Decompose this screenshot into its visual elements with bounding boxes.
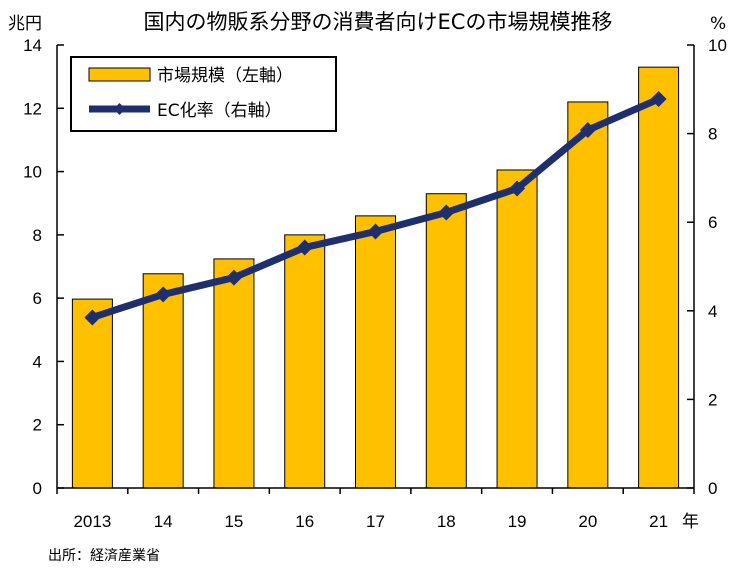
bar-market-size bbox=[142, 273, 184, 489]
left-tick-label: 8 bbox=[33, 226, 42, 245]
legend-bar-swatch bbox=[88, 67, 151, 82]
point-ec-rate bbox=[438, 204, 455, 221]
point-ec-rate bbox=[579, 122, 596, 139]
legend-label-ec-rate: EC化率（右軸） bbox=[157, 101, 282, 121]
x-tick-label: 17 bbox=[366, 512, 385, 531]
legend: 市場規模（左軸） EC化率（右軸） bbox=[70, 56, 337, 132]
left-tick-label: 14 bbox=[23, 36, 42, 55]
bar-market-size bbox=[355, 215, 396, 489]
bar-market-size bbox=[638, 66, 680, 489]
point-ec-rate bbox=[650, 91, 667, 108]
right-tick-label: 10 bbox=[708, 36, 727, 55]
bar-market-size bbox=[213, 258, 255, 489]
x-axis-unit: 年 bbox=[682, 512, 699, 532]
left-tick-label: 10 bbox=[23, 163, 42, 182]
x-tick-label: 15 bbox=[224, 512, 243, 531]
point-ec-rate bbox=[296, 239, 313, 256]
left-tick-label: 2 bbox=[33, 416, 42, 435]
chart-title: 国内の物販系分野の消費者向けECの市場規模推移 bbox=[144, 10, 613, 34]
x-tick-label: 19 bbox=[508, 512, 527, 531]
right-tick-label: 8 bbox=[708, 125, 717, 144]
x-tick-label: 14 bbox=[154, 512, 173, 531]
right-axis-unit: % bbox=[710, 14, 726, 34]
legend-label-market-size: 市場規模（左軸） bbox=[157, 66, 293, 86]
x-tick-label: 20 bbox=[578, 512, 597, 531]
left-tick-label: 4 bbox=[33, 352, 42, 371]
right-tick-label: 6 bbox=[708, 213, 717, 232]
right-tick-label: 0 bbox=[708, 479, 717, 498]
right-tick-label: 2 bbox=[708, 390, 717, 409]
bar-market-size bbox=[284, 234, 326, 489]
right-tick-label: 4 bbox=[708, 302, 717, 321]
x-tick-label: 18 bbox=[437, 512, 456, 531]
left-tick-label: 6 bbox=[33, 289, 42, 308]
point-ec-rate bbox=[155, 286, 172, 303]
point-ec-rate bbox=[84, 309, 101, 326]
left-axis-unit: 兆円 bbox=[8, 14, 42, 34]
point-ec-rate bbox=[509, 180, 526, 197]
left-tick-label: 12 bbox=[23, 99, 42, 118]
bar-market-size bbox=[71, 298, 113, 489]
x-tick-label: 21 bbox=[649, 512, 668, 531]
x-tick-label: 16 bbox=[295, 512, 314, 531]
legend-marker-diamond-icon bbox=[113, 103, 126, 115]
left-tick-label: 0 bbox=[33, 479, 42, 498]
bar-market-size bbox=[425, 193, 467, 489]
x-tick-label: 2013 bbox=[73, 512, 111, 531]
bar-market-size bbox=[567, 101, 609, 489]
point-ec-rate bbox=[225, 269, 242, 286]
point-ec-rate bbox=[367, 223, 384, 240]
source-note: 出所：経済産業省 bbox=[48, 548, 160, 564]
bar-market-size bbox=[496, 169, 538, 489]
